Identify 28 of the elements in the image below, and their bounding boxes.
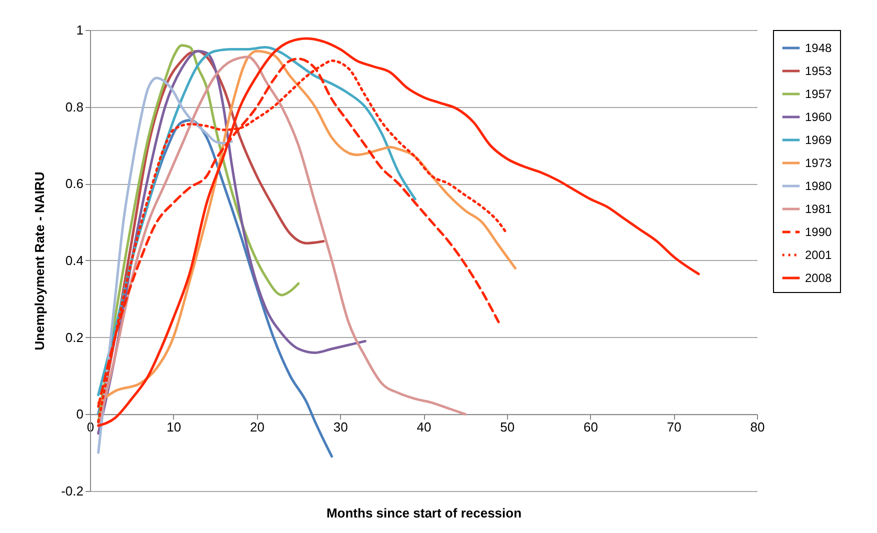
- x-tick-label: 40: [416, 420, 432, 435]
- x-tick-label: 80: [750, 420, 765, 435]
- y-tick-label: 0.6: [65, 176, 84, 192]
- legend-label: 2008: [805, 271, 832, 285]
- legend-label: 1960: [805, 110, 832, 124]
- y-tick-label: 0.4: [65, 253, 84, 268]
- legend-label: 1980: [805, 179, 832, 193]
- y-tick-label: -0.2: [61, 484, 84, 498]
- x-tick-label: 10: [166, 420, 182, 435]
- x-tick-label: 70: [666, 420, 682, 435]
- legend-label: 1957: [805, 87, 832, 101]
- legend-label: 1948: [805, 41, 832, 55]
- legend-label: 1953: [805, 64, 832, 78]
- x-axis-title: Months since start of recession: [326, 506, 522, 520]
- y-tick-label: 1: [76, 22, 84, 38]
- legend-label: 1981: [805, 202, 832, 216]
- legend-label: 1990: [805, 225, 832, 239]
- y-tick-label: 0: [76, 406, 84, 422]
- legend-label: 2001: [805, 248, 832, 262]
- x-tick-label: 60: [584, 420, 598, 435]
- y-tick-label: 0.2: [65, 330, 84, 345]
- legend-label: 1969: [805, 133, 832, 147]
- x-tick-label: 20: [250, 420, 264, 435]
- y-axis-title: Unemployment Rate - NAIRU: [32, 172, 48, 350]
- legend-label: 1973: [805, 156, 832, 170]
- x-tick-label: 30: [333, 420, 348, 435]
- y-tick-label: 0.8: [65, 99, 84, 114]
- x-tick-label: 50: [500, 420, 515, 435]
